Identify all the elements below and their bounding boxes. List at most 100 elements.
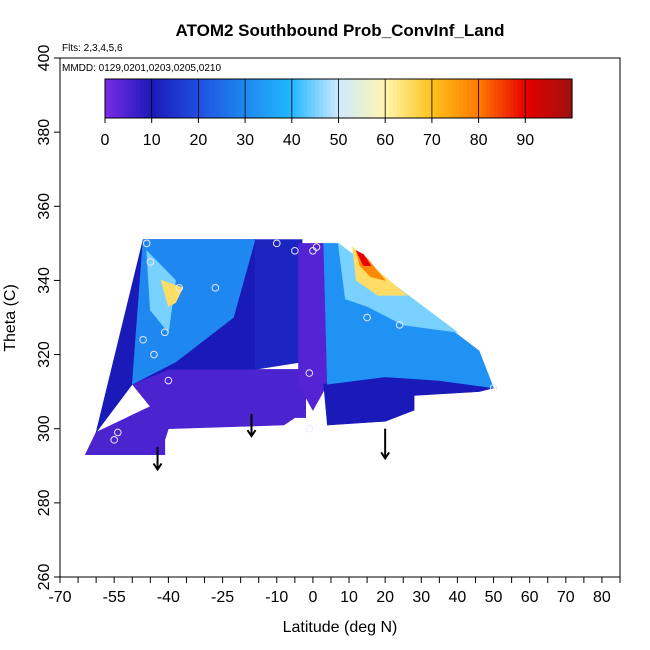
colorbar-segment (424, 79, 429, 118)
colorbar-segment (451, 79, 456, 118)
colorbar-segment (428, 79, 433, 118)
colorbar-segment (276, 79, 281, 118)
colorbar-segment (128, 79, 133, 118)
colorbar-segment (315, 79, 320, 118)
colorbar-segment (540, 79, 546, 118)
colorbar-segment (307, 79, 312, 118)
colorbar-segment (284, 79, 289, 118)
colorbar-segment (389, 79, 394, 118)
x-tick-label: -40 (157, 589, 180, 606)
colorbar-segment (326, 79, 332, 118)
region-central-trough (298, 243, 328, 411)
colorbar-segment (381, 79, 386, 118)
x-tick-label: 70 (557, 589, 575, 606)
colorbar-segment (548, 79, 554, 118)
x-tick-label: 10 (340, 589, 358, 606)
colorbar-segment (120, 79, 126, 118)
colorbar-segment (536, 79, 542, 118)
colorbar-segment (385, 79, 390, 118)
colorbar-segment (217, 79, 223, 118)
colorbar-segment (396, 79, 402, 118)
colorbar-segment (182, 79, 188, 118)
colorbar: 0 10 20 30 40 50 60 70 80 90 (101, 78, 573, 149)
colorbar-segment (505, 79, 511, 118)
colorbar-segment (136, 79, 141, 118)
colorbar-segment (163, 79, 168, 118)
arrow-markers (152, 413, 390, 472)
region-southern-base-band (84, 383, 307, 456)
colorbar-segment (533, 79, 538, 118)
colorbar-segment (447, 79, 452, 118)
y-axis-label: Theta (C) (2, 284, 19, 352)
sample-point (305, 369, 314, 377)
colorbar-segment (206, 79, 211, 118)
colorbar-segment (482, 79, 487, 118)
x-tick-label: 60 (521, 589, 539, 606)
sample-point (395, 321, 404, 329)
sample-points (110, 239, 498, 444)
colorbar-segment (568, 79, 573, 118)
arrow-head (152, 462, 163, 472)
colorbar-tick-label: 30 (236, 132, 254, 149)
sample-point (363, 313, 371, 322)
colorbar-segment (400, 79, 406, 118)
plot-frame (59, 57, 621, 578)
colorbar-segment (299, 79, 305, 118)
region-northern-red (355, 250, 372, 266)
colorbar-segment (147, 79, 153, 118)
colorbar-segment (435, 79, 441, 118)
x-tick-label: 0 (308, 589, 317, 606)
colorbar-segment (202, 79, 207, 118)
x-tick-label: -10 (265, 589, 288, 606)
colorbar-segment (198, 79, 203, 118)
colorbar-segment (159, 79, 164, 118)
x-axis: -70 -55 -40 -25 -10 0 10 20 30 40 50 60 70 80 (48, 577, 621, 606)
sample-point (211, 284, 220, 292)
colorbar-segment (319, 79, 324, 118)
colorbar-segment (334, 79, 340, 118)
colorbar-segment (233, 79, 238, 118)
colorbar-segment (463, 79, 468, 118)
sample-point (114, 428, 122, 437)
sample-point (305, 424, 314, 433)
colorbar-segment (494, 79, 499, 118)
colorbar-tick-label: 50 (330, 132, 348, 149)
colorbar-segment (525, 79, 530, 118)
colorbar-segment (108, 79, 114, 118)
y-tick-label: 380 (36, 119, 53, 146)
colorbar-segment (256, 79, 262, 118)
colorbar-segment (229, 79, 235, 118)
y-tick-label: 360 (36, 193, 53, 220)
colorbar-segment (260, 79, 266, 118)
sample-point (150, 350, 158, 359)
colorbar-segment (225, 79, 231, 118)
sample-point (291, 246, 299, 255)
colorbar-segment (517, 79, 523, 118)
y-tick-label: 400 (36, 45, 53, 72)
x-tick-label: 50 (485, 589, 503, 606)
colorbar-segment (361, 79, 367, 118)
sample-point (312, 243, 321, 251)
colorbar-segment (501, 79, 507, 118)
colorbar-segment (509, 79, 515, 118)
colorbar-tick-label: 70 (423, 132, 441, 149)
colorbar-segment (330, 79, 336, 118)
x-tick-label: 30 (412, 589, 430, 606)
colorbar-segment (178, 79, 184, 118)
colorbar-tick-label: 80 (470, 132, 488, 149)
sample-point (272, 239, 281, 248)
colorbar-segment (237, 79, 242, 118)
colorbar-segment (369, 79, 375, 118)
colorbar-segment (342, 79, 347, 118)
colorbar-segment (443, 79, 449, 118)
colorbar-segment (373, 79, 379, 118)
y-axis: 260 280 300 320 340 360 380 400 (36, 45, 60, 590)
sample-point (146, 258, 155, 266)
colorbar-segment (175, 79, 180, 118)
colorbar-segment (357, 79, 363, 118)
colorbar-segment (311, 79, 316, 118)
colorbar-segment (564, 79, 569, 118)
colorbar-segment (455, 79, 460, 118)
colorbar-segment (346, 79, 351, 118)
